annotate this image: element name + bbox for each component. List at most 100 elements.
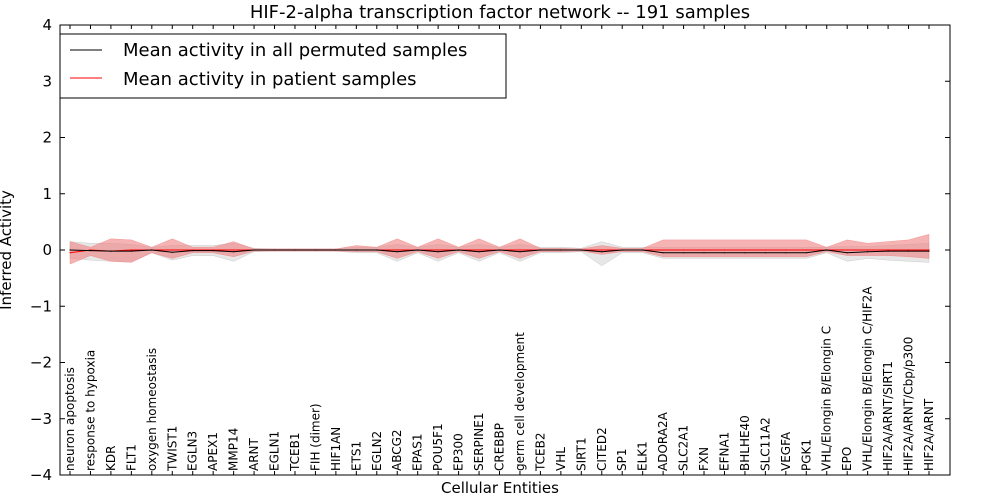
point-series-0-39	[867, 251, 869, 253]
point-series-1-33	[744, 249, 746, 251]
point-series-1-34	[764, 249, 767, 251]
point-series-0-3	[130, 250, 132, 252]
legend-label-permuted: Mean activity in all permuted samples	[123, 40, 467, 61]
x-tick-label: ABCG2	[390, 429, 404, 471]
point-series-0-25	[580, 249, 582, 251]
point-series-0-33	[744, 252, 746, 254]
point-series-1-42	[928, 249, 930, 251]
x-tick-label: BHLHE40	[738, 415, 752, 471]
x-tick-label: HIF2A/ARNT/SIRT1	[881, 361, 895, 471]
point-series-1-26	[601, 249, 603, 251]
point-series-1-31	[703, 249, 705, 251]
point-series-0-26	[601, 251, 603, 253]
x-tick-label: VEGFA	[779, 431, 793, 471]
point-series-1-3	[130, 249, 132, 251]
point-series-0-14	[355, 249, 357, 251]
point-series-0-41	[907, 250, 910, 252]
y-tick-label: 0	[42, 241, 52, 259]
x-tick-label: EFNA1	[718, 432, 732, 471]
x-tick-label: ETS1	[349, 441, 363, 471]
point-series-0-7	[212, 250, 214, 252]
x-tick-label: VHL/Elongin B/Elongin C	[820, 326, 834, 471]
point-series-0-10	[273, 249, 276, 251]
x-axis: neuron apoptosis response to hypoxia KDR FL…	[63, 25, 936, 475]
x-tick-label: VHL	[554, 447, 568, 471]
point-series-1-22	[519, 249, 521, 251]
point-series-0-16	[396, 251, 398, 253]
x-tick-label: FLT1	[124, 444, 138, 471]
legend-label-patient: Mean activity in patient samples	[123, 69, 417, 90]
point-series-0-31	[703, 252, 705, 254]
y-tick-label: −4	[30, 466, 52, 484]
x-tick-label: ADORA2A	[656, 411, 670, 471]
x-tick-label: POU5F1	[431, 423, 445, 471]
x-tick-label: response to hypoxia	[84, 350, 98, 471]
y-axis: −4 −3 −2 −1 0 1 2 3 4	[30, 16, 950, 484]
point-series-1-0	[69, 252, 71, 254]
x-tick-label: SP1	[615, 449, 629, 472]
point-series-1-8	[233, 249, 235, 251]
point-series-0-11	[294, 249, 296, 251]
x-tick-label: KDR	[104, 446, 118, 471]
point-series-1-41	[907, 249, 910, 251]
x-tick-label: ELK1	[636, 441, 650, 471]
x-tick-label: oxygen homeostasis	[145, 348, 159, 471]
x-tick-label: CITED2	[595, 427, 609, 471]
x-tick-label: CREBBP	[493, 423, 507, 471]
point-series-1-39	[867, 249, 869, 251]
plot-frame	[59, 24, 951, 476]
point-series-1-36	[805, 249, 807, 251]
point-series-1-18	[437, 249, 439, 251]
x-tick-label: EGLN2	[370, 431, 384, 471]
x-tick-label: SERPINE1	[472, 412, 486, 471]
chart-title: HIF-2-alpha transcription factor network…	[250, 2, 750, 23]
point-series-0-13	[335, 249, 337, 251]
point-series-0-29	[662, 252, 664, 254]
point-series-0-8	[233, 251, 235, 253]
point-series-1-32	[723, 249, 726, 251]
x-tick-label: HIF2A/ARNT	[922, 398, 936, 471]
point-series-1-30	[683, 249, 685, 251]
point-series-0-18	[437, 251, 439, 253]
x-tick-label: SLC11A2	[758, 417, 772, 471]
y-tick-label: −3	[30, 410, 52, 428]
legend: Mean activity in all permuted samples Me…	[59, 33, 507, 99]
x-tick-label: FIH (dimer)	[308, 403, 322, 471]
point-series-1-16	[396, 249, 398, 251]
point-series-0-2	[110, 250, 112, 252]
x-tick-label: HIF2A/ARNT/Cbp/p300	[902, 337, 916, 471]
point-series-0-20	[478, 251, 480, 253]
point-series-1-35	[785, 249, 787, 251]
x-tick-label: TWIST1	[165, 426, 179, 472]
point-series-0-28	[642, 249, 644, 251]
y-tick-label: 1	[42, 185, 52, 203]
x-tick-label: HIF1AN	[329, 427, 343, 471]
x-axis-label: Cellular Entities	[441, 479, 559, 497]
point-series-0-24	[560, 249, 562, 251]
x-tick-label: neuron apoptosis	[63, 367, 77, 471]
x-tick-label: germ cell development	[513, 332, 527, 471]
point-series-0-37	[826, 249, 828, 251]
y-tick-label: −1	[30, 297, 52, 315]
point-series-0-38	[846, 252, 848, 254]
point-series-0-36	[805, 252, 807, 254]
point-series-0-17	[417, 249, 419, 251]
confidence-bands	[69, 233, 930, 267]
series-lines	[69, 249, 930, 254]
y-axis-label: Inferred Activity	[0, 190, 15, 310]
point-series-0-1	[89, 250, 92, 252]
x-tick-label: EGLN3	[186, 431, 200, 471]
x-tick-label: APEX1	[206, 432, 220, 471]
point-series-0-23	[539, 249, 542, 251]
x-tick-label: SLC2A1	[677, 425, 691, 471]
point-series-0-34	[764, 252, 767, 254]
x-tick-label: TCEB2	[533, 433, 547, 472]
x-tick-label: TCEB1	[288, 433, 302, 472]
x-tick-label: EP300	[452, 433, 466, 471]
point-series-0-32	[723, 252, 726, 254]
point-series-0-35	[785, 252, 787, 254]
x-tick-label: EPAS1	[411, 433, 425, 471]
point-series-0-4	[151, 249, 153, 251]
x-tick-label: FXN	[697, 447, 711, 471]
